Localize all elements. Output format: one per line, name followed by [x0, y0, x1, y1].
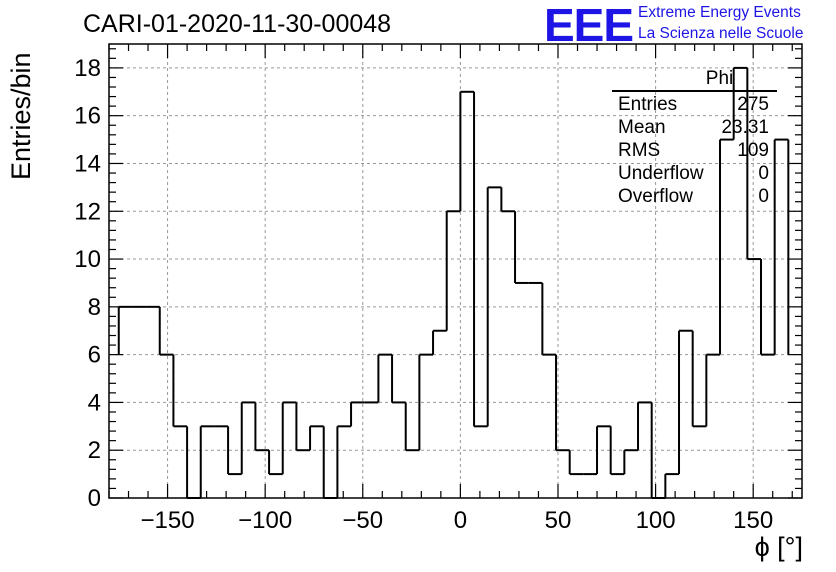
y-tick-label: 8 — [88, 294, 101, 321]
stats-value: 0 — [758, 163, 769, 184]
histogram-bin — [609, 426, 625, 476]
x-tick-label: −100 — [238, 507, 292, 534]
histogram-bin — [418, 353, 434, 451]
histogram-bin — [514, 211, 529, 284]
histogram-bin — [268, 450, 283, 476]
histogram-bin — [596, 425, 611, 475]
y-axis-label: Entries/bin — [6, 52, 36, 180]
plot-frame — [108, 43, 803, 499]
histogram-bin — [199, 425, 215, 498]
histogram-bin — [486, 186, 502, 427]
y-tick-label: 18 — [74, 55, 101, 82]
x-tick-label: 50 — [545, 507, 572, 534]
histogram-bin — [445, 210, 461, 331]
stats-key: Mean — [618, 117, 666, 138]
y-tick-label: 2 — [88, 437, 101, 464]
stats-key: RMS — [618, 140, 661, 161]
logo-line-2: La Scienza nelle Scuole — [638, 25, 804, 42]
histogram-bin — [322, 426, 338, 499]
histogram-bin — [117, 305, 133, 355]
x-tick-label: −150 — [141, 507, 195, 534]
histogram-bin — [760, 259, 775, 356]
x-tick-label: 100 — [636, 507, 676, 534]
stats-row-rms: RMS 109 — [612, 139, 777, 162]
stats-row-overflow: Overflow 0 — [612, 185, 777, 208]
histogram-bin — [432, 329, 447, 355]
histogram-series — [117, 66, 790, 499]
histogram-bin — [746, 67, 762, 261]
y-tick-label: 6 — [88, 342, 101, 369]
histogram-bin — [500, 187, 516, 213]
histogram-bin — [664, 473, 680, 498]
y-tick-label: 0 — [88, 485, 101, 512]
histogram-bin — [281, 401, 297, 475]
y-tick-label: 12 — [74, 198, 101, 225]
histogram-bin — [254, 402, 270, 452]
histogram-bin — [336, 425, 352, 498]
x-tick-label: 150 — [733, 507, 773, 534]
grid-lines — [109, 44, 802, 499]
histogram-bin — [719, 138, 734, 355]
tick-labels: −150 −100 −50 0 50 100 150 0 2 4 6 8 10 12 14 16 18 — [74, 55, 773, 534]
histogram-bin — [172, 354, 188, 428]
histogram-bin — [541, 282, 557, 356]
x-tick-label: 0 — [454, 507, 467, 534]
axis-ticks — [108, 44, 802, 499]
y-tick-label: 10 — [74, 246, 101, 273]
histogram-bin — [568, 450, 584, 476]
histogram-bin — [705, 353, 721, 427]
stats-value: 109 — [737, 140, 769, 161]
histogram-bin — [404, 402, 420, 452]
histogram-bin — [637, 401, 652, 451]
stats-row-mean: Mean 23.31 — [612, 116, 777, 139]
histogram-bin — [158, 306, 174, 356]
histogram-bin — [240, 401, 256, 475]
stats-value: 275 — [737, 94, 769, 115]
stats-value: 0 — [758, 186, 769, 207]
histogram-bin — [186, 426, 201, 499]
y-tick-label: 4 — [88, 389, 101, 416]
x-axis-label: ϕ [°] — [754, 532, 803, 562]
histogram-bin — [459, 90, 475, 212]
eee-logo: EEE — [544, 0, 634, 51]
y-tick-label: 14 — [74, 150, 101, 177]
histogram-bin — [732, 66, 748, 140]
histogram-bin — [350, 401, 365, 427]
stats-key: Overflow — [618, 186, 693, 207]
histogram-bin — [773, 138, 790, 355]
plot-title: CARI-01-2020-11-30-00048 — [83, 10, 392, 38]
logo-line-1: Extreme Energy Events — [638, 4, 801, 21]
histogram-bin — [295, 402, 311, 452]
histogram-bin — [309, 425, 324, 451]
stats-row-underflow: Underflow 0 — [612, 162, 777, 185]
stats-key: Underflow — [618, 163, 704, 184]
histogram-bin — [691, 330, 707, 428]
stats-key: Entries — [618, 94, 678, 115]
x-tick-label: −50 — [342, 507, 383, 534]
stats-box-name: Phi — [705, 68, 734, 89]
histogram-bin — [391, 354, 406, 404]
y-tick-label: 16 — [74, 103, 101, 130]
histogram-bin — [473, 91, 488, 428]
stats-box: Phi Entries 275 Mean 23.31 RMS 109 Underflo… — [612, 68, 777, 208]
histogram-bin — [227, 426, 242, 476]
histogram-bin — [623, 449, 639, 475]
histogram-bin — [555, 354, 570, 452]
histogram-bin — [377, 353, 393, 403]
stats-box-rule — [612, 90, 777, 92]
histogram-bin — [678, 329, 693, 475]
stats-row-entries: Entries 275 — [612, 93, 777, 116]
stats-value: 23.31 — [721, 117, 769, 138]
